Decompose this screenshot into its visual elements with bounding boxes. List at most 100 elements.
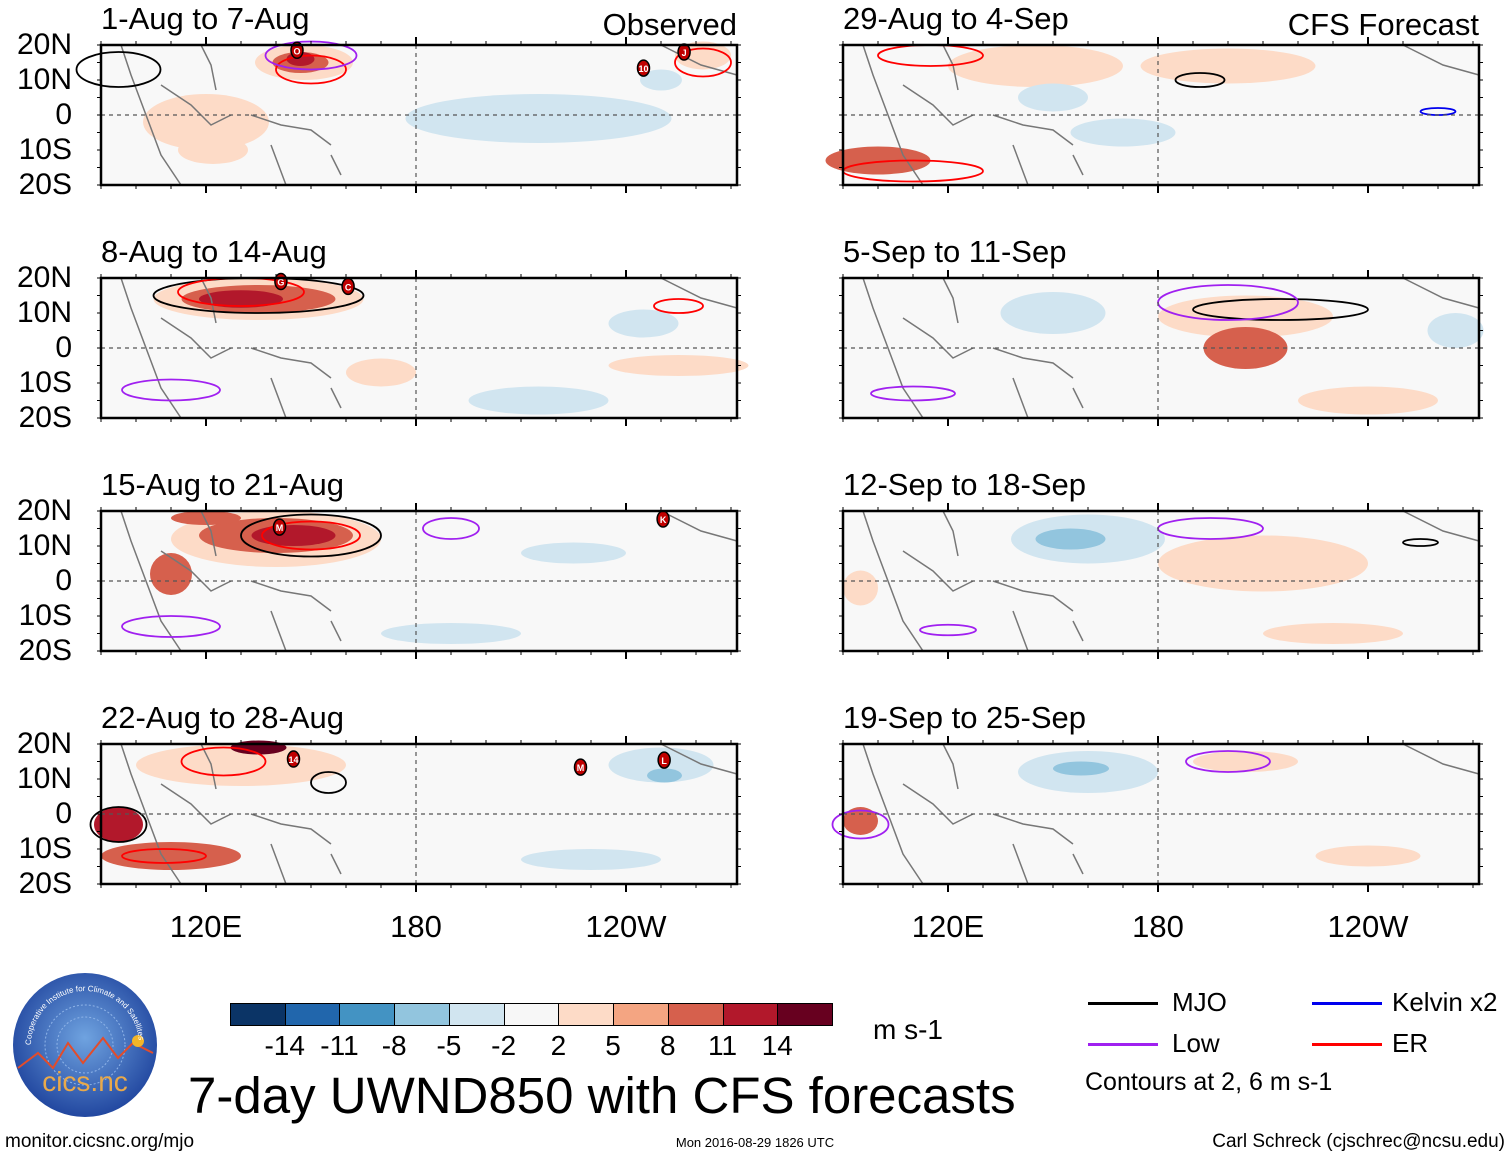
lat-label: 20N (16, 727, 72, 760)
lat-label: 0 (55, 564, 72, 597)
panel-group-label: CFS Forecast (1287, 7, 1479, 42)
panel-title: 19-Sep to 25-Sep (843, 700, 1087, 735)
wind-anomaly-shading (230, 740, 287, 755)
map-frame (99, 43, 739, 187)
wave-contour (261, 520, 361, 551)
storm-marker: 10 (636, 59, 651, 77)
wind-anomaly-shading (843, 570, 878, 606)
storm-label: M (276, 523, 284, 533)
coastline (1402, 510, 1480, 542)
wind-anomaly-shading (178, 136, 248, 164)
footer-url[interactable]: monitor.cicsnc.org/mjo (5, 1131, 195, 1152)
wave-contour (1174, 72, 1226, 88)
coastline (862, 510, 1084, 652)
colorbar-swatch (558, 1003, 615, 1026)
storm-marker: C (341, 277, 355, 296)
wind-anomaly-shading (948, 45, 1123, 87)
colorbar-swatch (503, 1003, 560, 1026)
map-panel: MK (97, 503, 741, 659)
map-panel (831, 736, 1483, 892)
wave-contour (422, 517, 480, 540)
map-frame (99, 509, 739, 653)
legend-label: ER (1392, 1028, 1429, 1058)
storm-label: 14 (288, 755, 298, 765)
wave-contour (75, 51, 162, 88)
wind-anomaly-shading (1427, 313, 1484, 348)
wind-anomaly-shading (608, 355, 749, 376)
wave-contour (653, 298, 704, 314)
colorbar-swatch (284, 1003, 341, 1026)
wind-anomaly-shading (1140, 48, 1316, 84)
panel-title: 29-Aug to 4-Sep (843, 1, 1069, 36)
colorbar-swatch (394, 1003, 450, 1026)
colorbar-swatch (722, 1003, 779, 1026)
logo-text: cics.nc (42, 1066, 128, 1097)
lat-label: 0 (55, 797, 72, 830)
colorbar-swatch (230, 1003, 286, 1026)
wave-contour (674, 47, 732, 78)
lon-label: 180 (1132, 909, 1184, 944)
wind-anomaly-shading (143, 94, 269, 150)
coastline (862, 277, 1084, 419)
coastline (1402, 44, 1480, 76)
lon-label: 180 (390, 909, 442, 944)
legend-label: MJO (1172, 987, 1227, 1017)
wind-anomaly-shading (608, 309, 679, 338)
coastline (1402, 277, 1480, 309)
lat-label: 0 (55, 331, 72, 364)
figure-title: 7-day UWND850 with CFS forecasts (188, 1067, 1016, 1124)
storm-label: 10 (638, 64, 648, 74)
wind-anomaly-shading (405, 94, 672, 143)
legend-line (1088, 1002, 1158, 1005)
wave-contour (89, 806, 148, 843)
colorbar-level: 5 (605, 1030, 621, 1061)
colorbar-level: -5 (436, 1030, 462, 1061)
colorbar-level: -11 (320, 1030, 359, 1061)
wind-anomaly-shading (1193, 751, 1298, 772)
wind-anomaly-shading (521, 542, 626, 564)
legend-note: Contours at 2, 6 m s-1 (1085, 1068, 1333, 1096)
logo: Cooperative Institute for Climate and Sa… (13, 973, 157, 1117)
colorbar-level: -8 (381, 1030, 407, 1061)
colorbar-swatch (448, 1003, 505, 1026)
wind-anomaly-shading (1035, 528, 1106, 550)
wind-anomaly-shading (94, 807, 143, 842)
map-panel (825, 37, 1483, 193)
wind-anomaly-shading (825, 146, 931, 175)
map-frame (99, 276, 739, 420)
wind-anomaly-shading (1158, 295, 1333, 338)
wave-contour (121, 378, 221, 402)
lon-label: 120W (585, 909, 667, 944)
storm-marker: 14 (286, 750, 301, 768)
lat-label: 10S (18, 832, 72, 865)
panel-title: 22-Aug to 28-Aug (101, 700, 345, 735)
colorbar-level: 2 (550, 1030, 567, 1061)
map-panel: O J 10 (75, 37, 741, 193)
coastline (120, 44, 342, 186)
coastline (660, 743, 738, 775)
storm-marker: G (274, 272, 288, 291)
wind-anomaly-shading (199, 290, 283, 308)
wind-anomaly-shading (101, 842, 241, 870)
colorbar-swatch (667, 1003, 724, 1026)
footer-timestamp: Mon 2016-08-29 1826 UTC (675, 1135, 835, 1150)
coastline (120, 743, 342, 885)
wave-contour (180, 746, 267, 777)
wave-contour (121, 615, 221, 638)
wind-anomaly-shading (1070, 118, 1176, 147)
lat-label: 10N (16, 296, 72, 329)
legend-label: Low (1172, 1028, 1220, 1058)
colorbar-level: 11 (707, 1030, 738, 1061)
wave-contour (275, 54, 347, 85)
legend-line (1312, 1043, 1382, 1046)
storm-marker: K (656, 510, 670, 528)
wind-anomaly-shading (1158, 535, 1368, 592)
legend-line (1088, 1043, 1158, 1046)
wave-contour (831, 809, 890, 840)
lat-label: 10S (18, 366, 72, 399)
wind-anomaly-shading (468, 386, 609, 415)
lat-label: 20N (16, 261, 72, 294)
wave-contour (1402, 538, 1439, 547)
colorbar-swatch (339, 1003, 396, 1026)
wind-anomaly-shading (640, 69, 682, 91)
